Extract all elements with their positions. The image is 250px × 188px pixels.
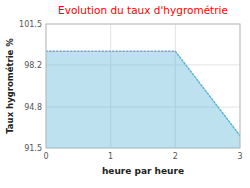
y-tick-label: 91.5: [24, 144, 42, 153]
chart-container: 91.5 94.8 98.2 101.5 0 1 2 3 Evolution du taux d…: [0, 0, 250, 188]
y-axis-label: Taux hygrométrie %: [5, 38, 15, 134]
title: Evolution du taux d'hygrométrie: [58, 4, 228, 16]
x-axis-label: heure par heure: [102, 166, 184, 176]
y-tick-label: 98.2: [24, 61, 42, 70]
x-tick-label: 3: [237, 152, 242, 161]
x-tick-label: 2: [173, 152, 178, 161]
plot-area: [46, 51, 240, 148]
x-tick-label: 0: [43, 152, 48, 161]
y-tick-label: 101.5: [19, 20, 42, 29]
y-tick-label: 94.8: [24, 103, 42, 112]
area: [46, 51, 240, 148]
grid: [46, 24, 240, 148]
x-tick-label: 1: [108, 152, 113, 161]
plot-frame: [46, 24, 240, 148]
line: [46, 51, 240, 135]
chart: 91.5 94.8 98.2 101.5 0 1 2 3 Evolution du taux d…: [0, 0, 250, 188]
axes: 91.5 94.8 98.2 101.5 0 1 2 3: [19, 20, 242, 161]
